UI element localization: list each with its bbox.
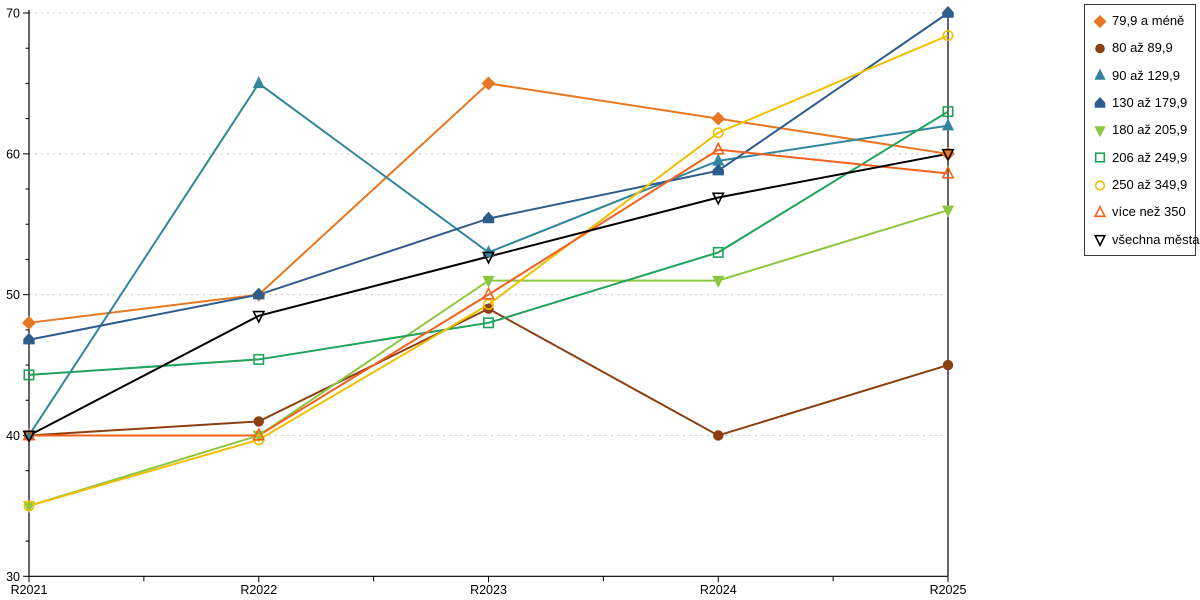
- triangle-down-marker-icon: [1094, 126, 1106, 138]
- data-point-marker: [713, 430, 724, 441]
- data-point-marker: [941, 205, 955, 218]
- data-point-marker: [1094, 68, 1106, 81]
- data-point-marker: [712, 275, 725, 288]
- circle-marker-icon: [1095, 43, 1105, 54]
- data-point-marker: [23, 369, 35, 381]
- data-point-marker: [711, 141, 725, 155]
- data-point-marker: [23, 500, 35, 512]
- diamond-marker-icon: [1093, 14, 1107, 28]
- data-point-marker: [22, 430, 36, 444]
- data-point-marker: [23, 332, 35, 345]
- data-point-marker: [482, 286, 495, 300]
- data-point-marker: [941, 148, 955, 162]
- legend-item-130-az-179-9: 130 až 179,9: [1092, 89, 1195, 116]
- data-point-marker: [482, 211, 495, 224]
- pentagon-marker-icon: [1094, 96, 1106, 108]
- data-point-marker: [711, 192, 725, 206]
- legend-item-206-az-249-9: 206 až 249,9: [1092, 144, 1195, 171]
- data-point-marker: [482, 251, 495, 265]
- series-line: [29, 148, 949, 437]
- data-point-marker: [253, 353, 265, 365]
- data-point-marker: [1094, 126, 1106, 138]
- legend-item-180-az-205-9: 180 až 205,9: [1092, 116, 1195, 143]
- triangle-up-marker-icon: [1094, 68, 1106, 81]
- series-line: [28, 12, 949, 341]
- data-point-marker: [1093, 14, 1107, 28]
- data-point-marker: [253, 287, 265, 300]
- data-point-marker: [252, 310, 266, 324]
- legend-item-79-9-a-mene: 79,9 a méně: [1092, 7, 1195, 34]
- circle-hollow-marker-icon: [1094, 180, 1106, 191]
- y-axis-tick-label: 40: [6, 429, 20, 443]
- series-line: [28, 81, 949, 437]
- legend-label: 79,9 a méně: [1112, 13, 1185, 29]
- data-point-marker: [1095, 43, 1105, 54]
- data-point-marker: [711, 111, 726, 126]
- y-axis-tick-label: 50: [6, 288, 20, 302]
- legend-label: 90 až 129,9: [1112, 67, 1180, 83]
- y-axis-tick-label: 60: [6, 147, 20, 161]
- data-point-marker: [1094, 152, 1106, 163]
- data-point-marker: [253, 416, 264, 427]
- triangle-down-hollow-marker-icon: [1093, 235, 1107, 248]
- data-point-marker: [941, 165, 955, 179]
- series-line: [28, 110, 949, 376]
- data-point-marker: [22, 427, 36, 441]
- data-point-marker: [942, 6, 954, 18]
- legend-label: 206 až 249,9: [1112, 149, 1188, 165]
- data-point-marker: [712, 246, 724, 258]
- legend-label: 180 až 205,9: [1112, 122, 1188, 138]
- y-axis-tick-label: 70: [6, 7, 20, 21]
- data-point-marker: [712, 127, 724, 139]
- x-axis-tick-label: R2021: [11, 583, 48, 597]
- legend-label: 130 až 179,9: [1112, 95, 1188, 111]
- legend-label: více než 350: [1112, 204, 1186, 220]
- y-axis-tick-label: 30: [6, 570, 20, 584]
- legend-item-90-az-129-9: 90 až 129,9: [1092, 62, 1195, 89]
- legend-item-vsechna-mesta: všechna města: [1092, 226, 1199, 253]
- data-point-marker: [252, 427, 266, 441]
- data-point-marker: [1094, 96, 1106, 108]
- x-axis-tick-label: R2024: [700, 583, 737, 597]
- data-point-marker: [482, 245, 495, 258]
- legend-label: všechna města: [1112, 231, 1200, 247]
- data-point-marker: [942, 359, 954, 371]
- legend-item-80-az-89-9: 80 až 89,9: [1092, 34, 1195, 61]
- data-point-marker: [22, 315, 36, 330]
- legend-label: 250 až 349,9: [1112, 177, 1188, 193]
- triangle-up-hollow-marker-icon: [1093, 204, 1107, 218]
- data-point-marker: [1094, 180, 1106, 191]
- data-point-marker: [252, 76, 265, 89]
- data-point-marker: [712, 163, 724, 176]
- legend-label: 80 až 89,9: [1112, 40, 1173, 56]
- data-point-marker: [482, 299, 494, 311]
- legend-item-vice-nez-350: více než 350: [1092, 198, 1195, 225]
- data-point-marker: [482, 317, 494, 329]
- square-hollow-marker-icon: [1094, 152, 1106, 163]
- x-axis-tick-label: R2025: [930, 583, 967, 597]
- data-point-marker: [1093, 235, 1107, 248]
- data-point-marker: [482, 275, 495, 288]
- data-point-marker: [1093, 204, 1107, 218]
- data-point-marker: [942, 106, 954, 118]
- legend-item-250-az-349-9: 250 až 349,9: [1092, 171, 1195, 198]
- data-point-marker: [481, 76, 496, 91]
- x-axis-tick-label: R2023: [470, 583, 507, 597]
- data-point-marker: [942, 30, 954, 42]
- legend: 79,9 a méně 80 až 89,9 90 až 129,9 130 a…: [1084, 4, 1199, 256]
- x-axis-tick-label: R2022: [240, 583, 277, 597]
- data-point-marker: [941, 118, 955, 131]
